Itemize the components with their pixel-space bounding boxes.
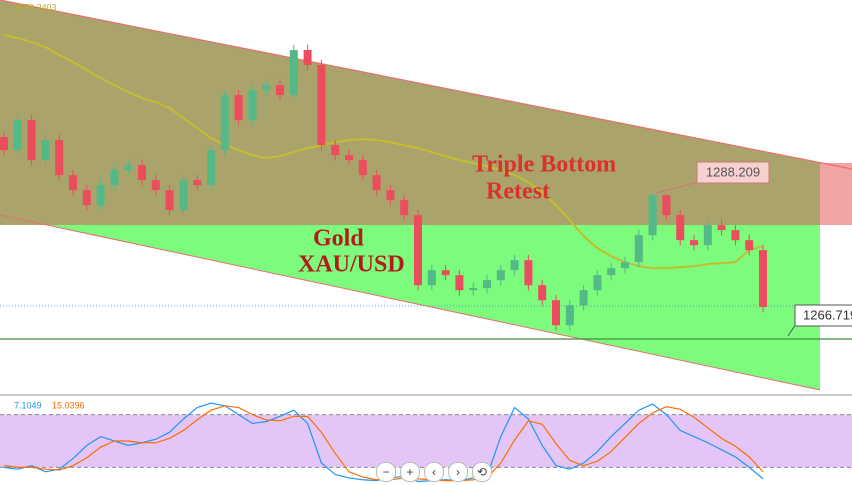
annotation: XAU/USD bbox=[298, 252, 405, 278]
candle-body bbox=[565, 305, 574, 326]
channel-lower bbox=[0, 214, 821, 391]
candle-body bbox=[96, 185, 105, 206]
candle-body bbox=[483, 280, 491, 289]
candle-body bbox=[607, 268, 616, 276]
resistance-zone-edge bbox=[820, 163, 852, 225]
channel-upper bbox=[0, 0, 852, 170]
candle-body bbox=[27, 120, 36, 161]
candle-body bbox=[427, 270, 436, 286]
candle-body bbox=[207, 150, 215, 186]
resistance-zone bbox=[0, 0, 820, 225]
overlay-value: 1278.2403 bbox=[14, 2, 57, 12]
price-callout-label: 1266.719 bbox=[803, 307, 852, 322]
candle-body bbox=[193, 180, 202, 186]
zoom-in-button[interactable]: + bbox=[400, 462, 420, 482]
candle-body bbox=[690, 240, 698, 246]
candle-body bbox=[648, 195, 657, 236]
annotation: Triple Bottom bbox=[472, 152, 616, 178]
candle-body bbox=[372, 175, 381, 191]
stoch-d-value: 15.0396 bbox=[52, 400, 85, 410]
candle-body bbox=[524, 260, 533, 286]
price-callout bbox=[696, 161, 770, 184]
annotation: Retest bbox=[486, 179, 550, 205]
candle-body bbox=[745, 240, 754, 251]
candle-body bbox=[248, 90, 257, 121]
candle-body bbox=[110, 170, 119, 186]
price-callout bbox=[794, 304, 852, 327]
candle-body bbox=[759, 250, 767, 307]
candle-body bbox=[165, 190, 174, 211]
candle-body bbox=[276, 85, 284, 96]
candle-body bbox=[662, 195, 671, 216]
candle-body bbox=[82, 190, 91, 206]
candle-body bbox=[69, 175, 77, 191]
candle-body bbox=[510, 260, 519, 271]
candle-body bbox=[151, 180, 160, 191]
candle-body bbox=[538, 285, 547, 301]
annotation: Gold bbox=[313, 226, 364, 252]
candle-body bbox=[469, 288, 478, 291]
candle-body bbox=[345, 155, 353, 161]
zoom-out-button[interactable]: − bbox=[376, 462, 396, 482]
scroll-right-button[interactable]: › bbox=[448, 462, 468, 482]
candle-body bbox=[496, 270, 505, 281]
candle-body bbox=[400, 200, 409, 216]
scroll-left-button[interactable]: ‹ bbox=[424, 462, 444, 482]
candle-body bbox=[289, 50, 298, 96]
band-fill bbox=[0, 414, 852, 468]
candle-body bbox=[593, 275, 602, 291]
candle-body bbox=[358, 160, 367, 176]
candle-body bbox=[179, 180, 188, 211]
candle-body bbox=[124, 165, 133, 171]
moving-average bbox=[3, 34, 764, 270]
candle-body bbox=[55, 140, 64, 176]
plot bbox=[0, 34, 767, 331]
reset-button[interactable]: ⟲ bbox=[472, 462, 492, 482]
candle-body bbox=[234, 95, 243, 121]
candle-body bbox=[317, 65, 326, 146]
candle-body bbox=[552, 300, 560, 326]
candle-body bbox=[441, 270, 450, 276]
candle-body bbox=[13, 120, 22, 151]
price-callout-label: 1288.209 bbox=[706, 164, 760, 179]
candle-body bbox=[138, 165, 146, 181]
nav-controls: − + ‹ › ⟲ bbox=[376, 462, 492, 482]
candle-body bbox=[414, 215, 422, 286]
stoch-k-value: 7.1049 bbox=[14, 400, 42, 410]
candle-body bbox=[220, 95, 229, 151]
candle-body bbox=[41, 140, 50, 161]
candle-body bbox=[731, 230, 740, 241]
candle-body bbox=[455, 275, 464, 291]
candle-body bbox=[262, 85, 271, 91]
candle-body bbox=[0, 136, 8, 151]
candle-body bbox=[621, 262, 629, 269]
candle-body bbox=[703, 225, 712, 246]
callout-tail bbox=[655, 181, 699, 194]
candle-body bbox=[717, 225, 726, 231]
candle-body bbox=[634, 235, 643, 263]
candle-body bbox=[331, 145, 340, 156]
candle-body bbox=[676, 215, 685, 241]
candle-body bbox=[579, 290, 588, 306]
candle-body bbox=[386, 190, 395, 201]
candle-body bbox=[303, 50, 312, 66]
